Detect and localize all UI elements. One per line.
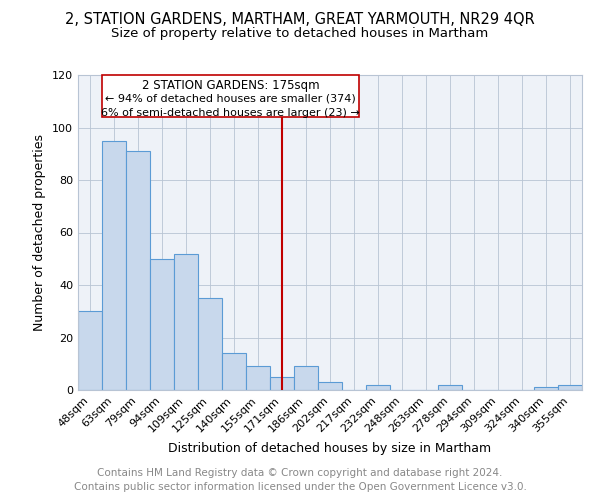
Bar: [294, 366, 318, 390]
FancyBboxPatch shape: [102, 75, 359, 117]
Text: 6% of semi-detached houses are larger (23) →: 6% of semi-detached houses are larger (2…: [101, 108, 360, 118]
Y-axis label: Number of detached properties: Number of detached properties: [34, 134, 46, 331]
Bar: [102, 140, 126, 390]
Text: Size of property relative to detached houses in Martham: Size of property relative to detached ho…: [112, 28, 488, 40]
X-axis label: Distribution of detached houses by size in Martham: Distribution of detached houses by size …: [169, 442, 491, 455]
Text: 2, STATION GARDENS, MARTHAM, GREAT YARMOUTH, NR29 4QR: 2, STATION GARDENS, MARTHAM, GREAT YARMO…: [65, 12, 535, 28]
Bar: [246, 366, 270, 390]
Text: ← 94% of detached houses are smaller (374): ← 94% of detached houses are smaller (37…: [105, 94, 356, 104]
Bar: [318, 382, 342, 390]
Bar: [534, 388, 558, 390]
Bar: [150, 259, 174, 390]
Bar: [198, 298, 222, 390]
Bar: [126, 151, 150, 390]
Bar: [558, 385, 582, 390]
Text: Contains HM Land Registry data © Crown copyright and database right 2024.
Contai: Contains HM Land Registry data © Crown c…: [74, 468, 526, 492]
Bar: [438, 385, 462, 390]
Bar: [270, 377, 294, 390]
Bar: [78, 311, 102, 390]
Bar: [366, 385, 390, 390]
Text: 2 STATION GARDENS: 175sqm: 2 STATION GARDENS: 175sqm: [142, 79, 319, 92]
Bar: [174, 254, 198, 390]
Bar: [222, 353, 246, 390]
